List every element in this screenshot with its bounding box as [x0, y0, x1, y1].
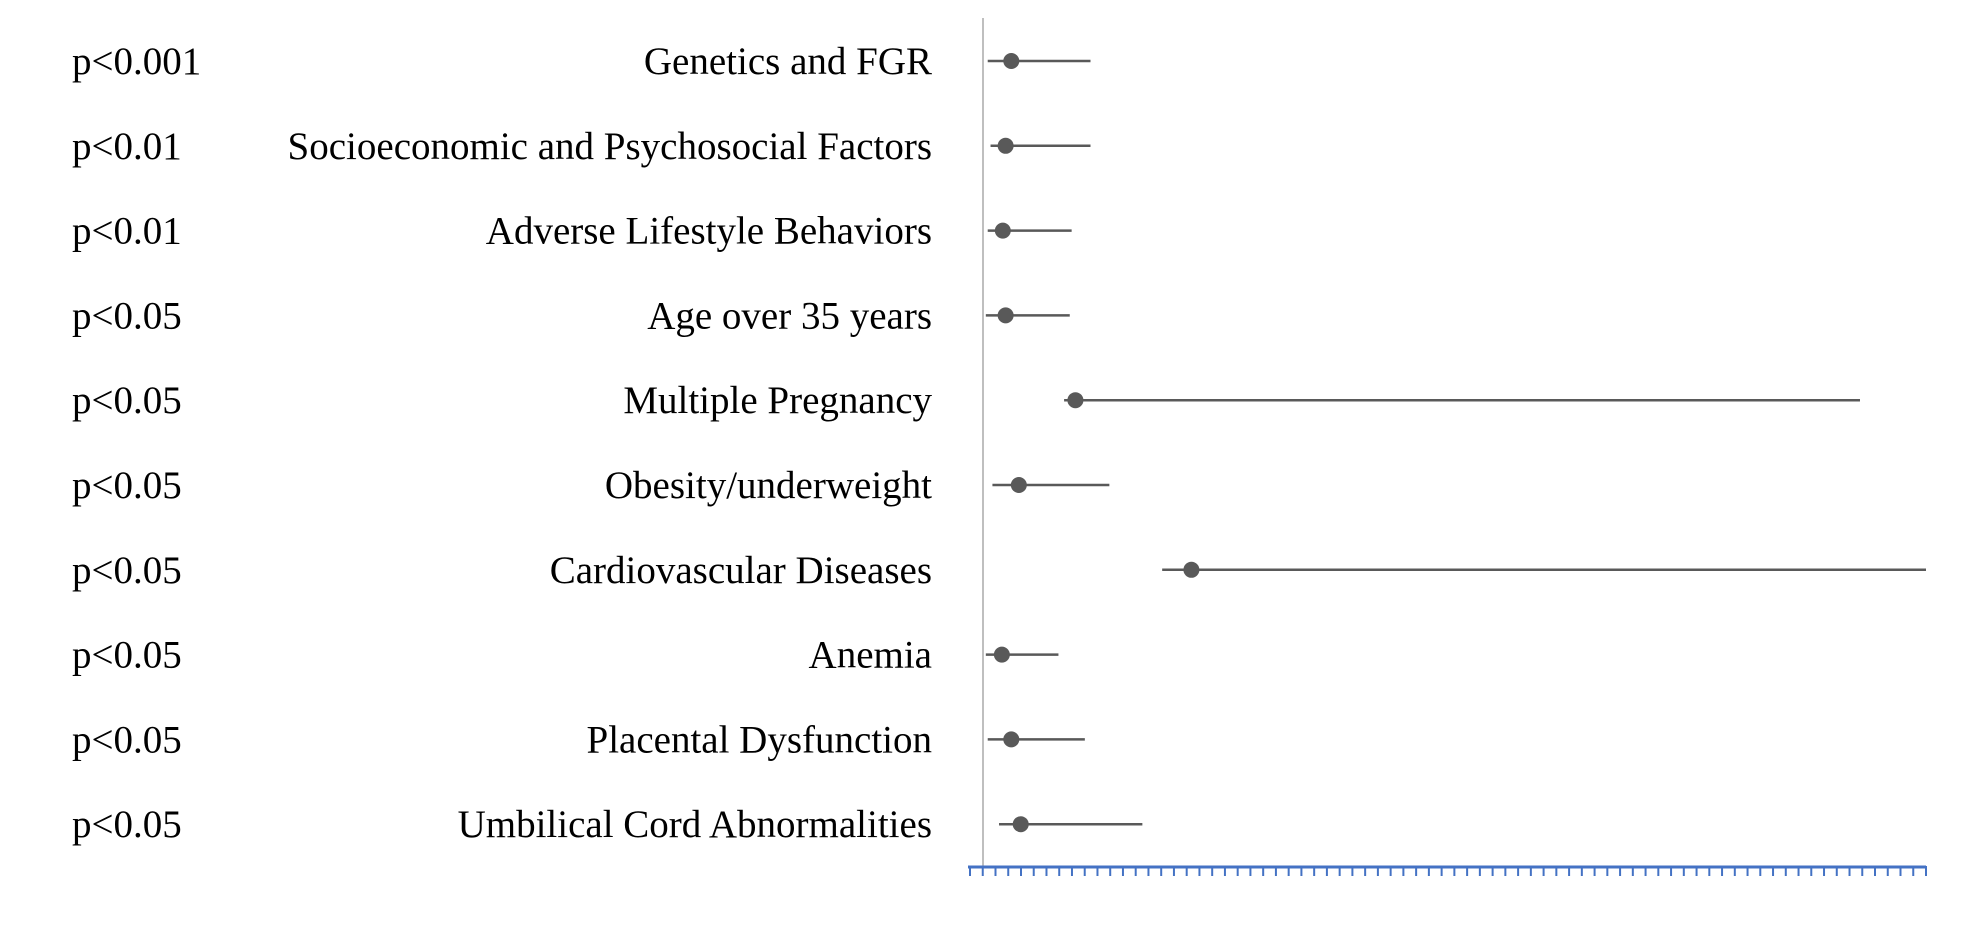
row-label: Umbilical Cord Abnormalities — [458, 803, 932, 846]
p-value-text: p<0.05 — [72, 379, 182, 422]
estimate-point — [1003, 731, 1020, 748]
p-value-text: p<0.05 — [72, 549, 182, 592]
estimate-point — [1010, 477, 1027, 493]
estimate-point — [1183, 561, 1200, 578]
p-value-text: p<0.05 — [72, 634, 182, 677]
row-label: Adverse Lifestyle Behaviors — [486, 210, 932, 253]
p-value-text: p<0.05 — [72, 803, 182, 846]
p-value-text: p<0.01 — [72, 125, 182, 168]
p-value-text: p<0.05 — [72, 464, 182, 507]
estimate-point — [993, 646, 1010, 663]
estimate-point — [997, 307, 1014, 324]
p-value-text: p<0.05 — [72, 718, 182, 761]
estimate-point — [1012, 816, 1029, 833]
estimate-point — [994, 222, 1011, 239]
p-value-text: p<0.001 — [72, 40, 201, 83]
x-axis — [968, 865, 1927, 876]
estimate-point — [997, 137, 1014, 154]
row-label: Multiple Pregnancy — [623, 379, 932, 422]
row-label: Genetics and FGR — [644, 40, 932, 83]
row-label: Cardiovascular Diseases — [550, 549, 932, 592]
row-label: Placental Dysfunction — [587, 718, 933, 761]
p-value-text: p<0.05 — [72, 294, 182, 337]
p-value-text: p<0.01 — [72, 210, 182, 253]
row-label: Socioeconomic and Psychosocial Factors — [288, 125, 932, 168]
estimate-point-group — [993, 53, 1200, 833]
row-label: Anemia — [809, 634, 932, 677]
row-label: Obesity/underweight — [605, 464, 932, 507]
estimate-point — [1067, 392, 1084, 409]
confidence-interval-group — [985, 59, 1926, 826]
row-label: Age over 35 years — [647, 294, 932, 337]
estimate-point — [1003, 53, 1020, 69]
row-label-column: Genetics and FGR Socioeconomic and Psycho… — [288, 40, 933, 846]
p-value-column: p<0.001 p<0.01 p<0.01 p<0.05 p<0.05 p<0.05 p<0… — [72, 40, 201, 846]
